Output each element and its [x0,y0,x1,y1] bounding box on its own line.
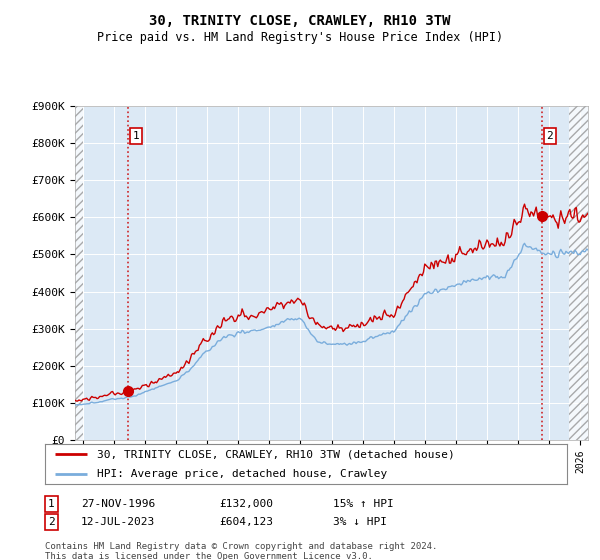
Bar [75,106,83,440]
Text: 2: 2 [48,517,55,527]
Text: HPI: Average price, detached house, Crawley: HPI: Average price, detached house, Craw… [97,469,388,479]
Text: £132,000: £132,000 [219,499,273,509]
Text: 3% ↓ HPI: 3% ↓ HPI [333,517,387,527]
Text: Contains HM Land Registry data © Crown copyright and database right 2024.: Contains HM Land Registry data © Crown c… [45,542,437,551]
Text: £604,123: £604,123 [219,517,273,527]
Text: 30, TRINITY CLOSE, CRAWLEY, RH10 3TW (detached house): 30, TRINITY CLOSE, CRAWLEY, RH10 3TW (de… [97,449,455,459]
Text: 15% ↑ HPI: 15% ↑ HPI [333,499,394,509]
Text: 2: 2 [547,131,553,141]
Text: This data is licensed under the Open Government Licence v3.0.: This data is licensed under the Open Gov… [45,552,373,560]
Text: 30, TRINITY CLOSE, CRAWLEY, RH10 3TW: 30, TRINITY CLOSE, CRAWLEY, RH10 3TW [149,14,451,28]
Text: 12-JUL-2023: 12-JUL-2023 [81,517,155,527]
Text: 1: 1 [133,131,139,141]
Text: 27-NOV-1996: 27-NOV-1996 [81,499,155,509]
Text: Price paid vs. HM Land Registry's House Price Index (HPI): Price paid vs. HM Land Registry's House … [97,31,503,44]
Bar [569,106,588,440]
Text: 1: 1 [48,499,55,509]
